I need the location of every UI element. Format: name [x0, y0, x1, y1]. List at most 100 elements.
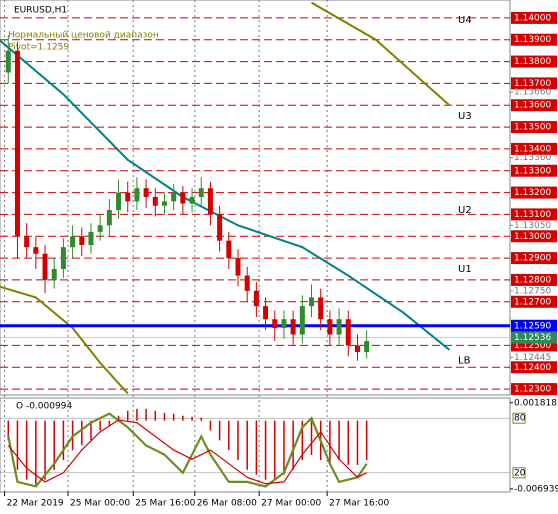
osc-frame: [0, 397, 511, 493]
x-tick-label: 25 Mar 16:00: [135, 499, 195, 509]
x-tick-label: 25 Mar 00:00: [70, 499, 130, 509]
price-tag: 1.12300: [514, 385, 551, 395]
candle-body: [345, 319, 351, 346]
price-tag: 1.13200: [514, 188, 551, 198]
price-tag-box: [511, 208, 557, 221]
candle-body: [299, 306, 305, 335]
price-tag: 1.13300: [514, 166, 551, 176]
level-label: U1: [458, 264, 472, 275]
candle-body: [42, 253, 48, 280]
candle-body: [180, 192, 186, 204]
price-tag: 1.13900: [514, 35, 551, 45]
price-tag: 1.13000: [514, 232, 551, 242]
candle-body: [24, 236, 30, 248]
price-tag: 1.13600: [514, 101, 551, 111]
price-tag-box: [511, 319, 557, 332]
y-tick-label: 0.001818: [514, 398, 557, 408]
candle-body: [143, 188, 149, 197]
price-tag: 1.13500: [514, 123, 551, 133]
candle-body: [290, 319, 296, 335]
moving-average: [311, 1, 451, 106]
candle-body: [318, 297, 324, 320]
candle-body: [14, 50, 20, 237]
candle-body: [51, 269, 57, 280]
level-label: U3: [458, 111, 472, 122]
price-tag: 1.13660: [514, 88, 551, 98]
price-tag-box: [511, 142, 557, 155]
candle-body: [125, 192, 131, 202]
candle-body: [253, 290, 259, 307]
price-tag: 1.13800: [514, 57, 551, 67]
candle-body: [106, 210, 112, 226]
price-tag-box: [511, 230, 557, 243]
moving-average: [0, 285, 129, 395]
price-tag-box: [511, 383, 557, 396]
candle-body: [134, 188, 140, 202]
candle-body: [327, 319, 333, 335]
candle-body: [161, 201, 167, 206]
price-tag-box: [511, 121, 557, 134]
level-label: U2: [458, 205, 472, 216]
price-tag: 1.14000: [514, 13, 551, 23]
candle-body: [226, 240, 232, 259]
price-tag: 1.13050: [514, 221, 551, 231]
price-tag: 1.13360: [514, 153, 551, 163]
candle-body: [70, 236, 76, 248]
symbol-title: EURUSD,H1: [14, 6, 67, 16]
price-tag-box: [511, 361, 557, 374]
oscillator-line: [7, 412, 368, 488]
candle-body: [217, 214, 223, 241]
price-tag-box: [511, 331, 557, 344]
candle-body: [235, 258, 241, 276]
indicator-name: Нормальный ценовой диапазон: [8, 31, 159, 41]
level-box: [512, 412, 526, 424]
candle-body: [79, 236, 85, 245]
candle-body: [336, 319, 342, 335]
price-tag-box: [511, 295, 557, 308]
candle-body: [60, 247, 66, 270]
candle-body: [354, 345, 360, 352]
price-tag-box: [511, 11, 557, 24]
candle-body: [272, 319, 278, 328]
x-tick-label: 22 Mar 2019: [7, 499, 64, 509]
y-tick-label: -0.006939: [514, 484, 558, 494]
price-tag: 1.13700: [514, 79, 551, 89]
candle-body: [364, 341, 370, 352]
price-tag: 1.12445: [514, 353, 551, 363]
x-tick-label: 27 Mar 00:00: [261, 499, 321, 509]
price-tag-box: [511, 186, 557, 199]
price-tag-box: [511, 99, 557, 112]
osc-title: O -0.000994: [16, 402, 72, 412]
candle-body: [263, 306, 269, 320]
price-tag: 1.12800: [514, 275, 551, 285]
price-tag: 1.13400: [514, 144, 551, 154]
price-tag-box: [511, 273, 557, 286]
price-tag-box: [511, 77, 557, 90]
level-label: U4: [458, 15, 472, 26]
moving-average: [0, 39, 450, 351]
candle-body: [152, 196, 158, 206]
candle-body: [207, 188, 213, 215]
price-tag: 1.12590: [514, 321, 551, 331]
candle-body: [244, 275, 250, 291]
candle-body: [281, 319, 287, 328]
price-tag-box: [511, 252, 557, 265]
price-tag: 1.12500: [514, 341, 551, 351]
price-tag: 1.12900: [514, 254, 551, 264]
candle-body: [5, 50, 11, 73]
candle-body: [189, 196, 195, 204]
candle-body: [198, 188, 204, 197]
candle-body: [171, 192, 177, 202]
candle-body: [97, 225, 103, 232]
price-tag-box: [511, 164, 557, 177]
candle-body: [116, 192, 122, 211]
y2-tick-label: 20: [514, 468, 526, 478]
price-tag: 1.12750: [514, 286, 551, 296]
x-tick-label: 27 Mar 16:00: [329, 499, 389, 509]
level-box: [512, 467, 526, 479]
candle-body: [88, 231, 94, 245]
price-tag-box: [511, 55, 557, 68]
candle-body: [309, 297, 315, 307]
price-tag: 1.12536: [514, 333, 551, 343]
